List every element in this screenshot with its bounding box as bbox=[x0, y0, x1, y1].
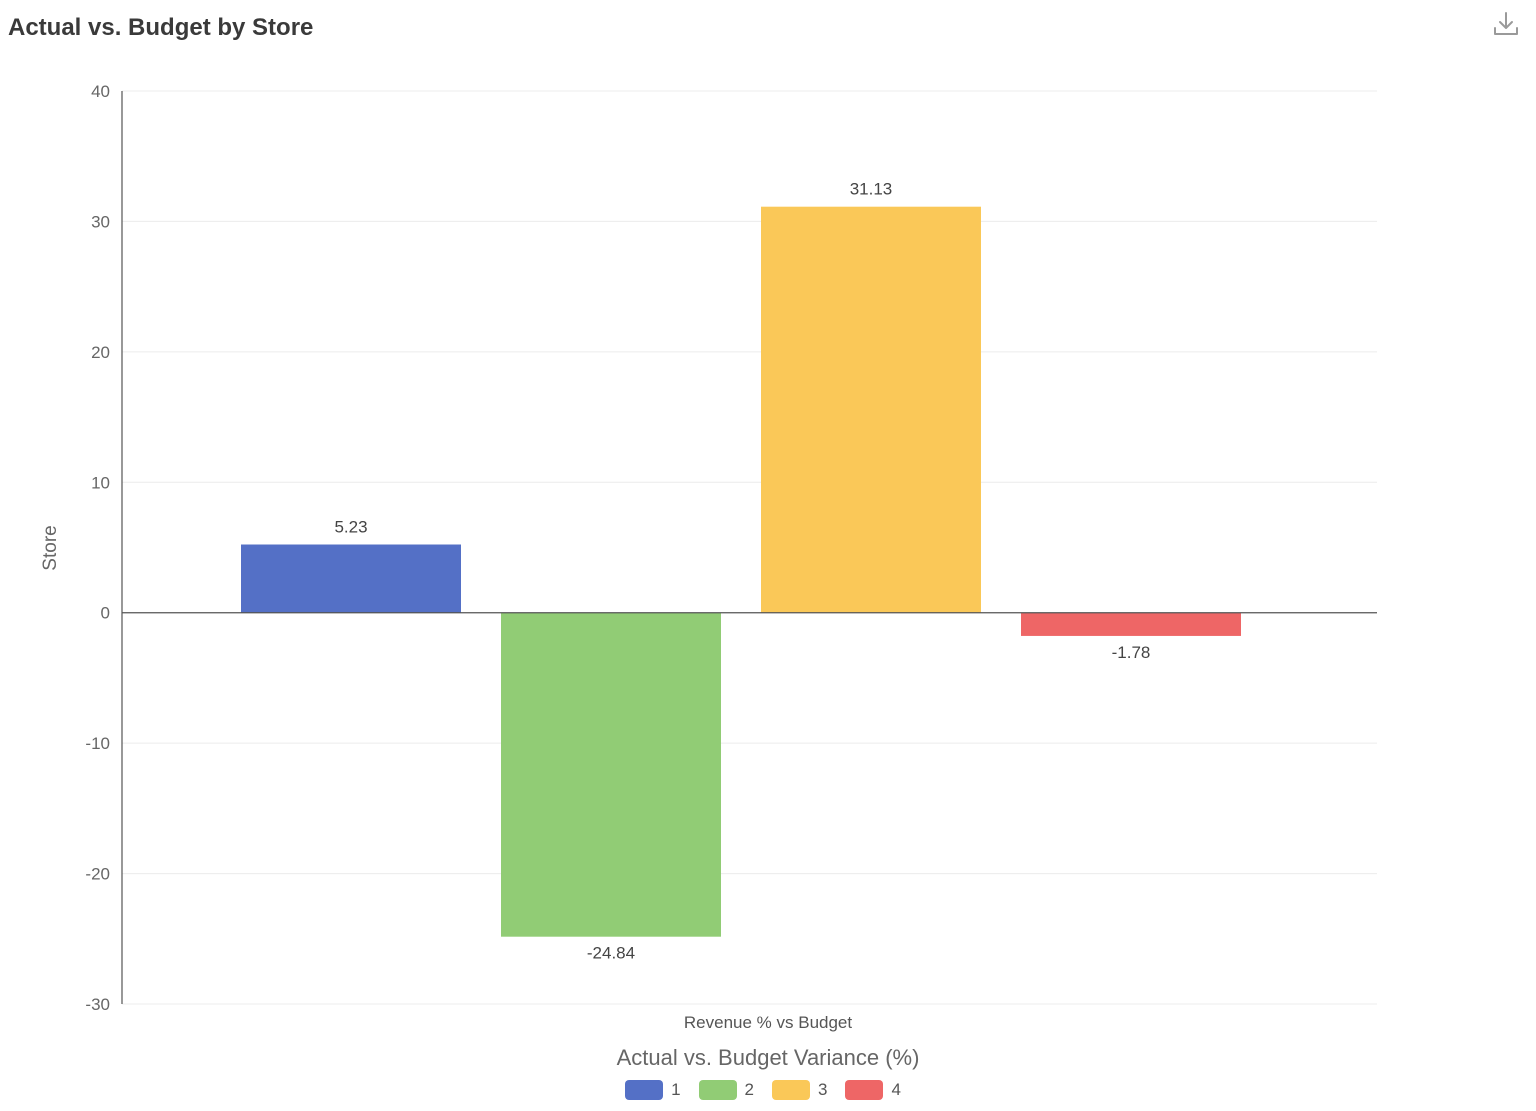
y-tick-label: 10 bbox=[91, 473, 110, 492]
legend-label-4: 4 bbox=[891, 1080, 901, 1099]
legend-title: Actual vs. Budget Variance (%) bbox=[616, 1045, 920, 1070]
bar-store-1 bbox=[241, 544, 461, 613]
legend-item-4[interactable]: 4 bbox=[845, 1080, 901, 1100]
legend: 1 2 3 4 bbox=[0, 1080, 1536, 1100]
data-labels: 5.23 -24.84 31.13 -1.78 bbox=[334, 180, 1150, 963]
y-tick-label: -20 bbox=[85, 865, 110, 884]
data-label-store-4: -1.78 bbox=[1112, 643, 1151, 662]
bar-store-2 bbox=[501, 612, 721, 937]
legend-swatch-3 bbox=[772, 1080, 810, 1100]
legend-label-1: 1 bbox=[671, 1080, 681, 1099]
axes bbox=[121, 91, 1377, 1004]
legend-item-3[interactable]: 3 bbox=[772, 1080, 827, 1100]
grid-lines bbox=[122, 90, 1377, 1005]
legend-swatch-1 bbox=[625, 1080, 664, 1100]
bar-store-3 bbox=[761, 206, 981, 613]
y-tick-label: 30 bbox=[91, 212, 110, 231]
x-axis-category-label: Revenue % vs Budget bbox=[683, 1013, 853, 1032]
y-tick-label: 20 bbox=[91, 343, 110, 362]
data-label-store-3: 31.13 bbox=[850, 180, 893, 199]
bars bbox=[241, 206, 1241, 937]
bar-store-4 bbox=[1021, 612, 1241, 636]
y-axis-label: Store bbox=[40, 525, 61, 570]
legend-swatch-2 bbox=[698, 1080, 737, 1100]
legend-item-2[interactable]: 2 bbox=[698, 1080, 754, 1100]
chart-title: Actual vs. Budget by Store bbox=[8, 14, 314, 41]
data-label-store-1: 5.23 bbox=[334, 518, 367, 537]
y-tick-label: 0 bbox=[101, 604, 110, 623]
legend-label-2: 2 bbox=[744, 1080, 754, 1099]
y-axis-ticks: 40 30 20 10 0 -10 -20 -30 bbox=[85, 82, 110, 1014]
y-tick-label: -30 bbox=[85, 995, 110, 1014]
download-button[interactable] bbox=[1490, 8, 1522, 40]
y-tick-label: -10 bbox=[85, 734, 110, 753]
data-label-store-2: -24.84 bbox=[587, 944, 635, 963]
legend-swatch-4 bbox=[845, 1080, 884, 1100]
legend-label-3: 3 bbox=[818, 1080, 828, 1099]
download-icon bbox=[1494, 12, 1518, 35]
legend-item-1[interactable]: 1 bbox=[625, 1080, 681, 1100]
y-tick-label: 40 bbox=[91, 82, 110, 101]
